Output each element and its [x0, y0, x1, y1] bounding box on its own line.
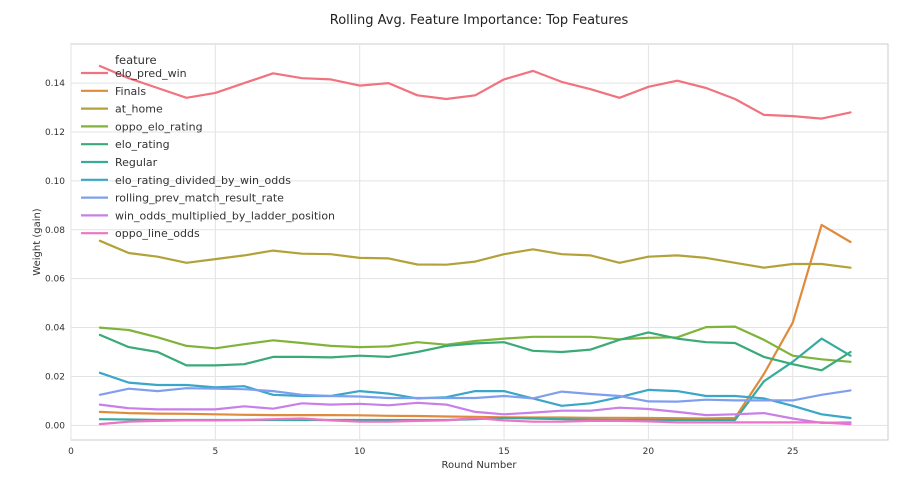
y-axis-ticks: 0.00 0.02 0.04 0.06 0.08 0.10 0.12 0.14	[45, 79, 65, 431]
x-tick-label: 10	[354, 447, 366, 457]
series-line-finals	[98, 223, 852, 420]
y-tick-label: 0.00	[45, 421, 65, 431]
plot-area	[70, 43, 889, 441]
x-axis-ticks: 0 5 10 15 20 25	[68, 447, 798, 457]
y-tick-label: 0.04	[45, 324, 65, 334]
legend-entry: win_odds_multiplied_by_ladder_position	[115, 209, 335, 222]
x-tick-label: 15	[498, 447, 509, 457]
series-line-oppo-elo-rating	[98, 325, 852, 363]
y-tick-label: 0.02	[45, 372, 65, 382]
series-line-elo-pred-win	[98, 64, 852, 120]
series-line-rolling-prev-match-result-rate	[98, 387, 852, 403]
legend: feature elo_pred_win Finals at_home oppo_el…	[81, 53, 335, 240]
x-tick-label: 25	[787, 447, 798, 457]
y-tick-label: 0.12	[45, 128, 65, 138]
legend-entry: elo_rating	[115, 138, 170, 151]
series-line-elo-rating-divided-by-win-odds	[98, 371, 852, 420]
series-lines	[98, 64, 852, 426]
legend-entry: Finals	[115, 85, 146, 98]
legend-entry: at_home	[115, 103, 163, 116]
y-axis-label: Weight (gain)	[32, 208, 43, 276]
y-tick-label: 0.06	[45, 275, 65, 285]
series-line-elo-rating	[98, 331, 852, 372]
y-tick-label: 0.10	[45, 177, 65, 187]
y-tick-label: 0.14	[45, 79, 65, 89]
series-line-oppo-line-odds	[98, 416, 852, 426]
legend-entry: oppo_line_odds	[115, 227, 200, 240]
series-line-at-home	[98, 239, 852, 269]
series-line-win-odds-multiplied-by-ladder-position	[98, 401, 852, 424]
grid-lines	[70, 44, 888, 440]
x-tick-label: 20	[643, 447, 655, 457]
legend-entry: Regular	[115, 156, 158, 169]
legend-entry: rolling_prev_match_result_rate	[115, 192, 284, 205]
legend-entry: elo_rating_divided_by_win_odds	[115, 174, 291, 187]
legend-entry: elo_pred_win	[115, 67, 187, 80]
x-tick-label: 5	[212, 447, 218, 457]
legend-entry: oppo_elo_rating	[115, 120, 203, 133]
legend-title: feature	[115, 53, 157, 67]
x-axis-label: Round Number	[442, 460, 518, 471]
x-tick-label: 0	[68, 447, 74, 457]
chart-title: Rolling Avg. Feature Importance: Top Fea…	[330, 13, 629, 28]
y-tick-label: 0.08	[45, 226, 65, 236]
